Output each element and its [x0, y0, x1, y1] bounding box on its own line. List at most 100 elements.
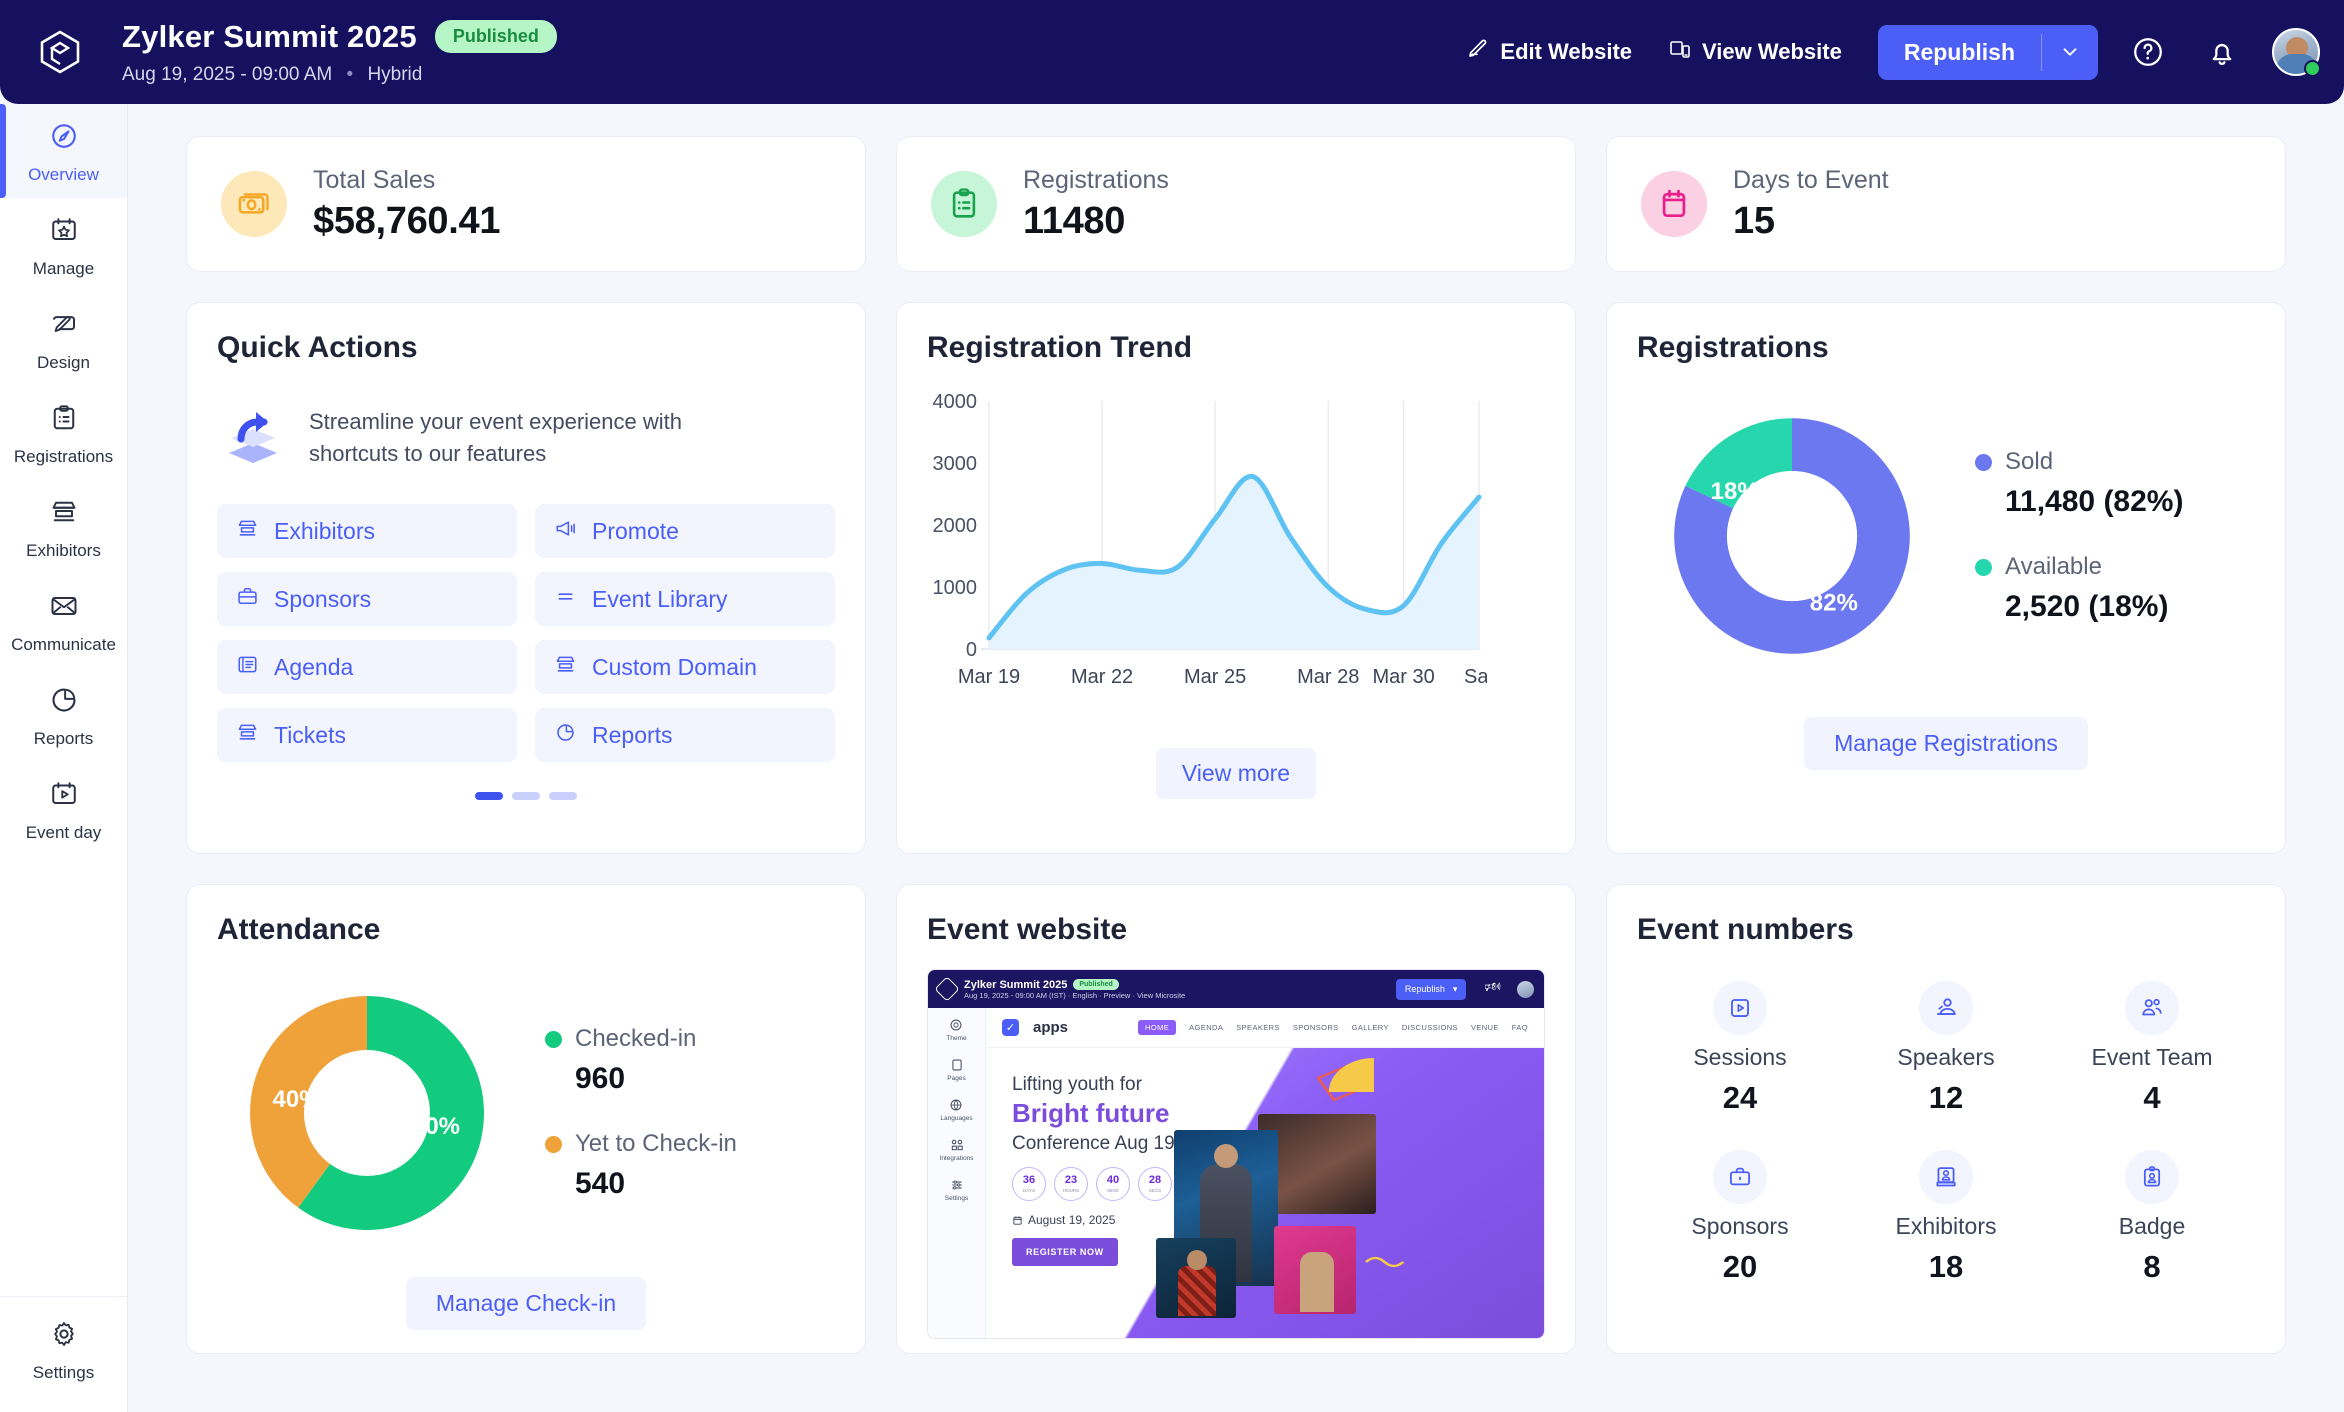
quick-action-sponsors[interactable]: Sponsors [217, 572, 517, 626]
event-number-sessions[interactable]: Sessions 24 [1637, 981, 1843, 1116]
library-icon [554, 585, 577, 614]
quick-action-promote[interactable]: Promote [535, 504, 835, 558]
sidebar-item-design[interactable]: Design [0, 292, 127, 386]
preview-sidebar-label: Settings [944, 1195, 969, 1202]
view-website-button[interactable]: View Website [1668, 37, 1842, 67]
stat-value: 15 [1733, 199, 1775, 242]
x-axis-tick-label: Mar 28 [1297, 666, 1359, 688]
y-axis-tick-label: 2000 [933, 515, 978, 537]
quick-action-label: Reports [592, 721, 673, 748]
preview-sidebar-label: Integrations [939, 1155, 974, 1162]
carousel-dot-2[interactable] [512, 792, 540, 800]
sidebar-item-label: Event day [25, 823, 102, 843]
event-number-sponsors[interactable]: Sponsors 20 [1637, 1150, 1843, 1285]
legend-item-sold: Sold 11,480 (82%) [1975, 448, 2183, 519]
help-icon[interactable] [2124, 28, 2172, 76]
quick-actions-description: Streamline your event experience with sh… [309, 409, 682, 466]
envelope-icon [49, 591, 79, 626]
sidebar-item-event-day[interactable]: Event day [0, 762, 127, 856]
quick-action-event-library[interactable]: Event Library [535, 572, 835, 626]
sidebar-item-label: Reports [33, 729, 94, 749]
view-more-button[interactable]: View more [1155, 748, 1317, 799]
preview-menu-venue: VENUE [1470, 1023, 1499, 1032]
preview-menu-faq: FAQ [1511, 1023, 1528, 1032]
brand-logo-icon[interactable] [34, 26, 86, 78]
event-number-event-team[interactable]: Event Team 4 [2049, 981, 2255, 1116]
stat-label: Total Sales [313, 165, 436, 194]
preview-menu-agenda: AGENDA [1189, 1023, 1224, 1032]
event-title-block: Zylker Summit 2025 Published Aug 19, 202… [122, 19, 557, 86]
donut-label-checked-in: 60% [412, 1113, 460, 1140]
manage-checkin-button[interactable]: Manage Check-in [405, 1277, 647, 1330]
donut-hole [304, 1050, 430, 1176]
event-type: Hybrid [367, 63, 423, 85]
quick-actions-card: Quick Actions Streamline your event expe… [186, 302, 866, 854]
notification-bell-icon[interactable] [2198, 28, 2246, 76]
preview-brand-icon: ✓ [1002, 1019, 1019, 1036]
event-number-label: Speakers [1897, 1044, 1995, 1070]
sidebar-item-registrations[interactable]: Registrations [0, 386, 127, 480]
registration-trend-chart: 0 1000 2000 3000 4000 Mar 19 Mar 22 Mar 25 Mar 2… [927, 387, 1545, 732]
sidebar-item-communicate[interactable]: Communicate [0, 574, 127, 668]
second-row: Quick Actions Streamline your event expe… [128, 302, 2344, 854]
legend-label: Yet to Check-in [575, 1130, 737, 1157]
chevron-down-icon[interactable] [2042, 25, 2098, 80]
megaphone-icon [554, 517, 577, 546]
sidebar-item-label: Settings [32, 1362, 95, 1382]
sidebar-item-reports[interactable]: Reports [0, 668, 127, 762]
x-axis-tick-label: Mar 30 [1372, 666, 1434, 688]
separator-dot: • [346, 63, 354, 85]
sidebar-item-manage[interactable]: Manage [0, 198, 127, 292]
preview-menu: HOME AGENDA SPEAKERS SPONSORS GALLERY DI… [1138, 1020, 1528, 1035]
sidebar-item-label: Manage [32, 259, 95, 279]
event-number-value: 4 [2143, 1080, 2161, 1115]
user-avatar[interactable] [2272, 28, 2321, 77]
quick-action-exhibitors[interactable]: Exhibitors [217, 504, 517, 558]
quick-action-agenda[interactable]: Agenda [217, 640, 517, 694]
status-badge: Published [434, 20, 557, 53]
preview-countdown: 36 DAYS 23 HOURS 40 MINS [1012, 1167, 1324, 1201]
attendance-card: Attendance 60% 40% Checked-i [186, 884, 866, 1354]
event-number-value: 18 [1928, 1249, 1964, 1284]
header-actions: Edit Website View Website Republish [1466, 24, 2344, 80]
sidebar-item-overview[interactable]: Overview [0, 104, 127, 199]
page-title: Zylker Summit 2025 [122, 18, 417, 54]
event-number-badge[interactable]: Badge 8 [2049, 1150, 2255, 1285]
republish-button[interactable]: Republish [1903, 38, 2015, 65]
event-website-card: Event website Zylker Summit 2025 Publish… [896, 884, 1576, 1354]
carousel-dot-3[interactable] [549, 792, 577, 800]
paintbrush-icon [49, 309, 79, 344]
countdown-value: 36 [1022, 1174, 1036, 1186]
donut-slice-sold [1674, 418, 1910, 654]
quick-action-label: Event Library [592, 585, 728, 612]
podium-icon [1919, 981, 1973, 1035]
manage-registrations-button[interactable]: Manage Registrations [1804, 717, 2088, 770]
speedometer-icon [49, 121, 79, 156]
app-header: Zylker Summit 2025 Published Aug 19, 202… [0, 0, 2344, 104]
x-axis-tick-label: Mar 25 [1184, 666, 1246, 688]
quick-action-tickets[interactable]: Tickets [217, 708, 517, 762]
sidebar-spacer [0, 856, 127, 1296]
booth-icon [49, 497, 79, 532]
y-axis-tick-label: 1000 [933, 577, 978, 599]
countdown-unit: HOURS [1062, 1188, 1080, 1193]
globe-icon [951, 1099, 962, 1111]
sidebar-item-exhibitors[interactable]: Exhibitors [0, 480, 127, 574]
countdown-days: 36 DAYS [1012, 1167, 1046, 1201]
carousel-dot-1[interactable] [475, 792, 503, 800]
preview-logo-icon [934, 976, 960, 1002]
preview-sidebar-label: Pages [947, 1075, 966, 1082]
registrations-donut-card: Registrations 82% 18% Sold [1606, 302, 2286, 854]
event-number-exhibitors[interactable]: Exhibitors 18 [1843, 1150, 2049, 1285]
quick-action-reports[interactable]: Reports [535, 708, 835, 762]
device-preview-icon [1668, 37, 1692, 67]
chevron-down-icon: ▾ [1452, 983, 1458, 994]
quick-action-custom-domain[interactable]: Custom Domain [535, 640, 835, 694]
legend-value: 2,520 (18%) [2005, 590, 2169, 623]
sidebar-item-settings[interactable]: Settings [0, 1295, 127, 1412]
event-number-speakers[interactable]: Speakers 12 [1843, 981, 2049, 1116]
website-preview[interactable]: Zylker Summit 2025 Published Aug 19, 202… [927, 969, 1545, 1339]
preview-hero: Lifting youth for Bright future Conferen… [986, 1048, 1544, 1338]
attendance-donut-chart: 60% 40% [250, 996, 485, 1230]
edit-website-button[interactable]: Edit Website [1466, 37, 1632, 67]
